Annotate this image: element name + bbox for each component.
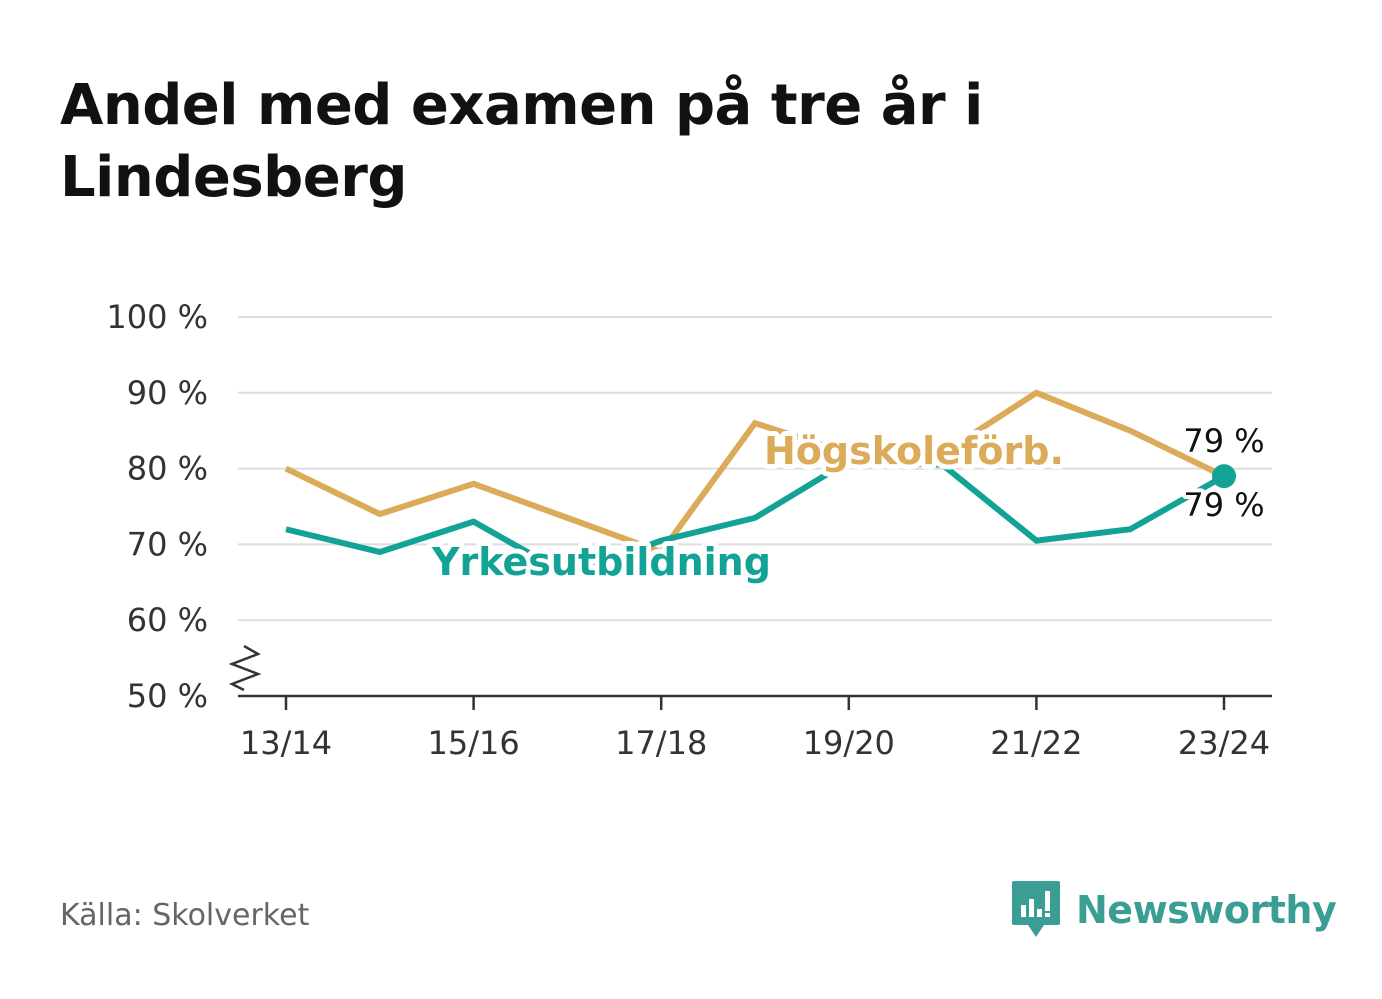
y-tick-label: 70 %: [127, 525, 208, 563]
axes: 50 % 60 % 70 % 80 % 90 % 100 % 13/14 15/16 17/18…: [106, 298, 1272, 762]
series-label: Högskoleförb.: [764, 429, 1064, 473]
source-note: Källa: Skolverket: [60, 898, 309, 933]
y-tick-label: 50 %: [127, 677, 208, 715]
series-label: Yrkesutbildning: [431, 540, 771, 584]
axis-break-mark: [232, 646, 258, 690]
end-point-marker: [1212, 464, 1236, 488]
y-tick-label: 100 %: [106, 298, 208, 336]
x-tick-label: 13/14: [240, 724, 332, 762]
end-value-label: 79 %: [1183, 486, 1264, 524]
series-line-hogskoleforb: [286, 393, 1224, 552]
y-tick-label: 90 %: [127, 374, 208, 412]
x-tick-label: 21/22: [990, 724, 1082, 762]
brand-logo: Newsworthy: [1010, 878, 1336, 942]
line-chart: 50 % 60 % 70 % 80 % 90 % 100 % 13/14 15/16 17/18…: [0, 0, 1382, 999]
x-tick-label: 23/24: [1178, 724, 1270, 762]
x-tick-label: 15/16: [427, 724, 519, 762]
newsworthy-logo-icon: [1010, 879, 1062, 941]
y-tick-label: 80 %: [127, 450, 208, 488]
brand-name: Newsworthy: [1076, 888, 1336, 932]
end-value-label: 79 %: [1183, 422, 1264, 460]
y-tick-label: 60 %: [127, 601, 208, 639]
x-tick-label: 19/20: [803, 724, 895, 762]
x-tick-label: 17/18: [615, 724, 707, 762]
labels: Högskoleförb.Högskoleförb.Yrkesutbildnin…: [431, 422, 1265, 584]
